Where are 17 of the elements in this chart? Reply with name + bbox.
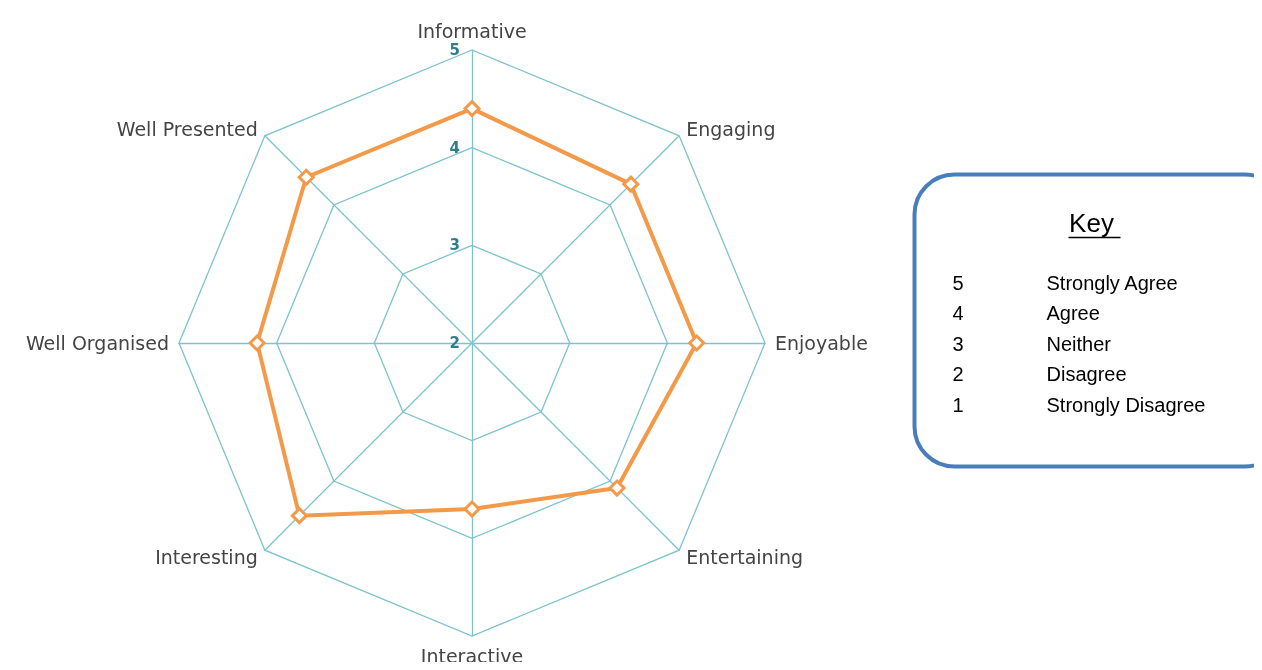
spoke-label: Entertaining: [686, 546, 804, 569]
text: Key: [1069, 207, 1114, 238]
spoke-label: Interesting: [155, 546, 258, 569]
text: 3 Neither: [952, 332, 1111, 355]
text: 5 Strongly Agree: [952, 271, 1178, 294]
text: 2 Disagree: [952, 363, 1127, 385]
spoke-label: Interactive: [420, 644, 524, 667]
text: 1 Strongly Disagree: [952, 393, 1206, 416]
spoke-label: Informative: [417, 19, 527, 42]
spoke-label: Enjoyable: [775, 332, 868, 354]
text: 4 Agree: [952, 302, 1100, 324]
spoke-label: Well Organised: [25, 332, 169, 354]
spoke-label: Engaging: [686, 117, 776, 140]
y-tick-label: 3: [449, 236, 460, 255]
y-tick-label: 4: [449, 138, 460, 157]
y-tick-label: 5: [449, 41, 460, 59]
spoke-label: Well Presented: [116, 117, 258, 140]
